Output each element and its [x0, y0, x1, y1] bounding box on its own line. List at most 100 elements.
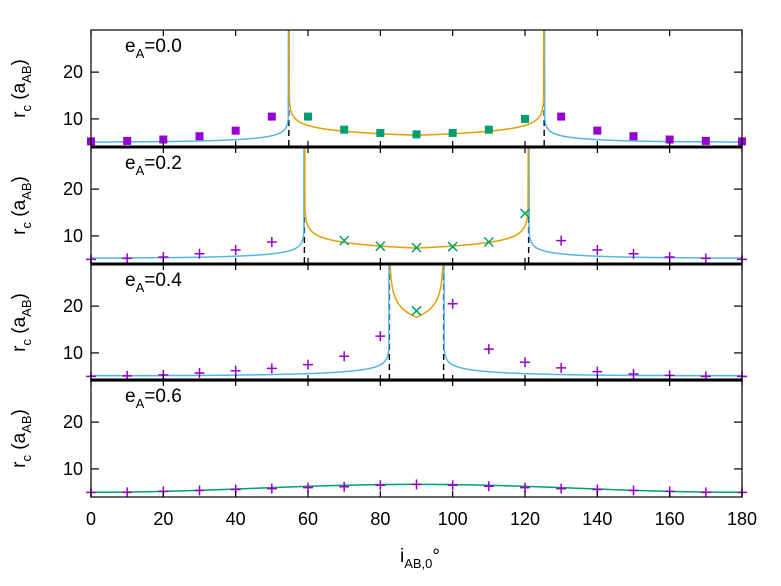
y-tick-label: 10 — [63, 343, 83, 363]
data-point-purple-11 — [483, 481, 494, 492]
panel-label-value: =0.0 — [144, 36, 182, 57]
data-point-green-3 — [447, 241, 458, 252]
y-tick-label: 20 — [63, 62, 83, 82]
x-axis-title: iAB,0° — [400, 546, 440, 571]
data-point-purple-12 — [520, 482, 530, 493]
data-point-purple-1 — [122, 487, 133, 498]
data-point-green-5 — [484, 125, 493, 134]
x-tick-label: 100 — [438, 509, 468, 529]
panel-label-value: =0.4 — [144, 270, 182, 291]
x-tick-labels: 0 20 40 60 80 100 120 140 160 180 — [86, 509, 757, 529]
y-tick-label: 20 — [63, 296, 83, 316]
panel-label: eA=0.2 — [125, 153, 182, 178]
data-point-purple-8 — [629, 132, 638, 141]
data-point-purple-10 — [701, 136, 710, 145]
y-label-sub-c: c — [19, 105, 34, 112]
data-point-purple-5 — [266, 363, 277, 374]
data-point-purple-15 — [628, 485, 639, 496]
y-label-sub-ab: AB — [19, 182, 34, 199]
panel-label-main: e — [125, 270, 136, 291]
panel-content — [91, 264, 742, 381]
y-axis-title: rc (aAB) — [9, 176, 34, 235]
y-label-end: ) — [9, 409, 30, 415]
data-point-purple-12 — [556, 362, 567, 373]
panel-label-main: e — [125, 153, 136, 174]
x-tick-label: 140 — [582, 509, 612, 529]
data-point-purple-7 — [592, 244, 603, 255]
data-point-green-5 — [519, 208, 531, 219]
model-curve-middle — [389, 264, 444, 319]
panel-3: 10 20 rc (aAB) eA=0.6 — [9, 378, 747, 498]
data-point-purple-13 — [556, 483, 567, 494]
panel-label: eA=0.6 — [125, 386, 182, 411]
panel-label-sub: A — [136, 163, 145, 178]
y-axis-title: rc (aAB) — [9, 409, 34, 468]
x-tick-label: 80 — [370, 509, 390, 529]
data-point-purple-7 — [593, 126, 602, 135]
data-point-purple-4 — [231, 126, 240, 135]
x-tick-label: 180 — [727, 509, 757, 529]
model-curve-left — [91, 30, 290, 143]
x-tick-label: 120 — [510, 509, 540, 529]
y-label-main: r — [9, 345, 30, 352]
data-point-purple-8 — [628, 248, 639, 259]
y-label-mid: (a — [9, 432, 30, 455]
data-point-purple-4 — [230, 365, 241, 376]
y-label-end: ) — [9, 293, 30, 299]
y-axis-title: rc (aAB) — [9, 293, 34, 352]
y-label-mid: (a — [9, 316, 30, 339]
data-point-purple-8 — [375, 480, 386, 491]
data-point-purple-6 — [556, 235, 567, 246]
panel-label-main: e — [125, 386, 136, 407]
data-point-purple-10 — [447, 480, 458, 491]
x-tick-label: 160 — [655, 509, 685, 529]
y-label-mid: (a — [9, 82, 30, 105]
panel-frame — [90, 146, 743, 265]
data-point-green-6 — [521, 114, 529, 123]
data-point-purple-3 — [194, 248, 205, 259]
panel-1: 10 20 rc (aAB) eA=0.2 — [9, 145, 747, 265]
panel-content — [91, 147, 742, 264]
data-point-green-0 — [304, 112, 312, 121]
panel-label-value: =0.6 — [144, 386, 182, 407]
panel-content — [91, 30, 742, 147]
x-tick-label: 60 — [298, 509, 318, 529]
x-axis-label-sub: AB,0 — [404, 556, 432, 571]
data-point-purple-5 — [266, 237, 277, 248]
data-point-green-1 — [375, 241, 386, 252]
data-point-purple-1 — [122, 253, 133, 264]
panel-label-main: e — [125, 36, 136, 57]
panel-label: eA=0.4 — [125, 270, 182, 295]
data-point-purple-6 — [303, 359, 313, 370]
data-point-green-1 — [340, 125, 349, 134]
data-point-green-2 — [376, 128, 385, 137]
data-point-purple-10 — [700, 253, 711, 264]
data-point-purple-5 — [267, 112, 276, 121]
data-point-purple-7 — [339, 351, 350, 362]
data-point-purple-3 — [195, 132, 204, 141]
y-tick-label: 10 — [63, 109, 83, 129]
data-point-purple-4 — [230, 244, 241, 255]
data-point-purple-9 — [411, 479, 422, 490]
data-point-purple-6 — [303, 482, 313, 493]
panel-label-sub: A — [136, 396, 145, 411]
y-label-main: r — [9, 228, 30, 235]
data-point-purple-3 — [194, 368, 205, 379]
x-tick-label: 0 — [86, 509, 96, 529]
data-point-purple-7 — [339, 481, 350, 492]
y-label-sub-c: c — [19, 455, 34, 462]
data-point-purple-5 — [266, 483, 277, 494]
data-point-green-4 — [483, 236, 494, 248]
y-label-sub-ab: AB — [19, 415, 34, 432]
data-point-purple-11 — [520, 357, 530, 368]
data-point-green-0 — [411, 305, 422, 316]
data-point-purple-14 — [628, 368, 639, 379]
panel-frame — [90, 29, 743, 148]
y-tick-label: 10 — [63, 459, 83, 479]
x-axis-label-unit: ° — [432, 546, 440, 567]
panel-2: 10 20 rc (aAB) eA=0.4 — [9, 262, 747, 382]
y-axis-title: rc (aAB) — [9, 59, 34, 118]
y-label-end: ) — [9, 176, 30, 182]
